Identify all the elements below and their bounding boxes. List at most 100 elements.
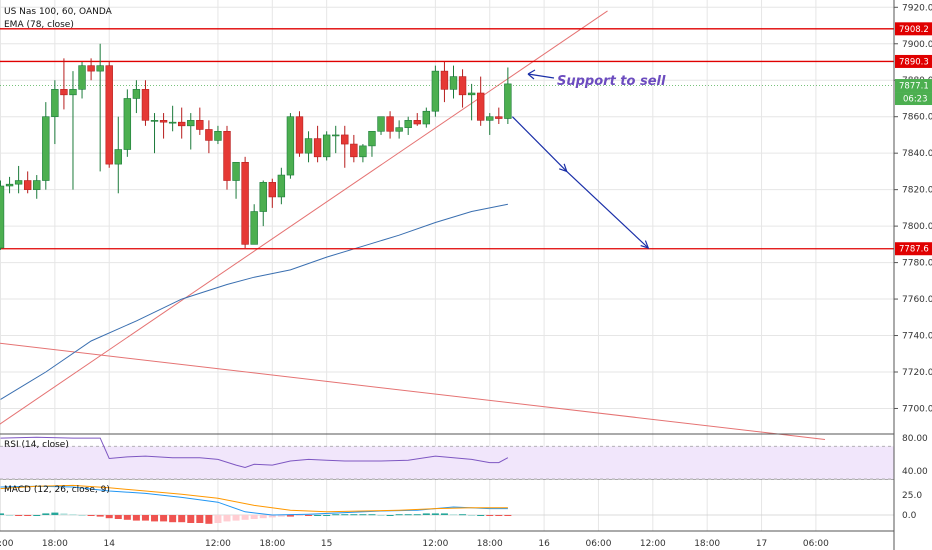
macd-legend: MACD (12, 26, close, 9) xyxy=(4,485,110,495)
candle-body xyxy=(495,116,503,119)
candle-body xyxy=(359,145,367,158)
candle-body xyxy=(141,89,150,121)
macd-histogram-bar xyxy=(395,514,403,516)
candle-body xyxy=(504,83,512,119)
macd-histogram-bar xyxy=(15,515,23,516)
time-tick-label: 16 xyxy=(538,539,550,549)
candle-body xyxy=(332,134,340,137)
macd-histogram-bar xyxy=(223,515,231,522)
macd-histogram-bar xyxy=(277,515,285,517)
candle-body xyxy=(114,149,122,165)
tag-resistance-box xyxy=(895,54,932,68)
candle-body xyxy=(440,70,449,90)
macd-histogram-bar xyxy=(24,515,32,516)
macd-histogram-bar xyxy=(459,514,467,516)
projection-arrowhead xyxy=(559,163,568,173)
tag-upper-resistance-box xyxy=(895,22,932,36)
price-tick-label: 7740.0 xyxy=(902,332,932,342)
tag-last-price: 7877.1 xyxy=(899,82,929,92)
tag-support-box xyxy=(895,242,932,256)
time-tick-label: 12:00 xyxy=(0,539,14,549)
macd-histogram-bar xyxy=(33,515,41,516)
macd-histogram-bar xyxy=(295,515,303,516)
price-tick-label: 7840.0 xyxy=(902,149,932,159)
time-tick-label: 18:00 xyxy=(42,539,68,549)
price-tick-label: 7920.0 xyxy=(902,3,932,13)
macd-histogram-bar xyxy=(359,514,367,516)
symbol-label: US Nas 100, 60, OANDA xyxy=(4,7,113,17)
projection-segment xyxy=(566,170,649,249)
candle-body xyxy=(87,65,95,72)
macd-histogram-bar xyxy=(250,515,258,519)
macd-histogram-bar xyxy=(486,515,494,516)
candle-body xyxy=(42,116,50,181)
candle-body xyxy=(413,120,421,125)
candle-body xyxy=(277,174,286,198)
trendline xyxy=(0,10,608,425)
time-tick-label: 17 xyxy=(756,539,767,549)
rsi-tick-label: 40.00 xyxy=(902,467,928,477)
trendlines xyxy=(0,10,826,440)
rsi-legend: RSI (14, close) xyxy=(4,440,69,450)
macd-histogram-bar xyxy=(422,513,430,515)
candle-body xyxy=(168,121,177,124)
candle-body xyxy=(232,161,240,181)
candle-body xyxy=(159,120,168,123)
price-tick-label: 7900.0 xyxy=(902,40,932,50)
rsi-pane xyxy=(0,436,894,480)
macd-histogram-bar xyxy=(205,515,213,524)
macd-histogram-bar xyxy=(413,514,421,516)
macd-histogram-bar xyxy=(305,515,313,516)
macd-histogram-bar xyxy=(323,515,331,516)
candle-body xyxy=(449,76,458,90)
candle-body xyxy=(259,182,267,212)
annotation-arrowhead xyxy=(527,69,536,80)
macd-histogram-bar xyxy=(495,515,503,516)
annotation: Support to sell xyxy=(527,69,666,89)
macd-histogram-bar xyxy=(241,515,249,520)
macd-histogram-bar xyxy=(141,515,149,521)
candles xyxy=(0,43,512,250)
price-tick-label: 7760.0 xyxy=(902,295,932,305)
candle-body xyxy=(250,211,258,245)
candle-body xyxy=(105,65,113,165)
ema-legend: EMA (78, close) xyxy=(4,20,74,30)
macd-histogram-bar xyxy=(87,515,95,516)
candle-body xyxy=(196,120,204,130)
tag-countdown: 06:23 xyxy=(903,95,928,105)
price-tick-label: 7700.0 xyxy=(902,404,932,414)
candle-body xyxy=(60,89,68,96)
macd-histogram-bar xyxy=(440,513,448,515)
horizontal-levels xyxy=(0,28,894,250)
macd-histogram-bar xyxy=(368,514,376,516)
macd-pane xyxy=(0,484,894,524)
macd-histogram-bar xyxy=(160,515,168,522)
time-axis: 12:00 18:00 14 12:00 18:00 15 12:00 18:00 16 06:0… xyxy=(0,539,829,549)
candle-body xyxy=(350,143,358,158)
candle-body xyxy=(368,130,376,147)
time-tick-label: 18:00 xyxy=(477,539,503,549)
price-tick-label: 7820.0 xyxy=(902,186,932,196)
macd-histogram-bar xyxy=(450,514,457,516)
time-tick-label: 12:00 xyxy=(205,539,231,549)
time-tick-label: 18:00 xyxy=(259,539,285,549)
candle-body xyxy=(187,120,195,127)
candle-body xyxy=(5,183,14,187)
candle-body xyxy=(69,89,77,96)
candle-body xyxy=(268,182,276,198)
macd-histogram-bar xyxy=(232,515,240,521)
tag-resistance: 7890.3 xyxy=(899,57,929,67)
macd-histogram-bar xyxy=(51,512,59,515)
macd-histogram-bar xyxy=(0,513,4,515)
candle-body xyxy=(178,121,186,127)
candle-body xyxy=(395,127,403,132)
price-axis: 7700.0 7720.0 7740.0 7760.0 7780.0 7800.0 7820… xyxy=(894,3,932,521)
macd-histogram-bar xyxy=(259,515,267,519)
candle-body xyxy=(223,130,231,181)
candle-body xyxy=(486,116,494,121)
candle-body xyxy=(431,70,440,112)
price-tick-label: 7800.0 xyxy=(902,222,932,232)
candle-body xyxy=(386,116,394,132)
candle-body xyxy=(322,134,331,158)
